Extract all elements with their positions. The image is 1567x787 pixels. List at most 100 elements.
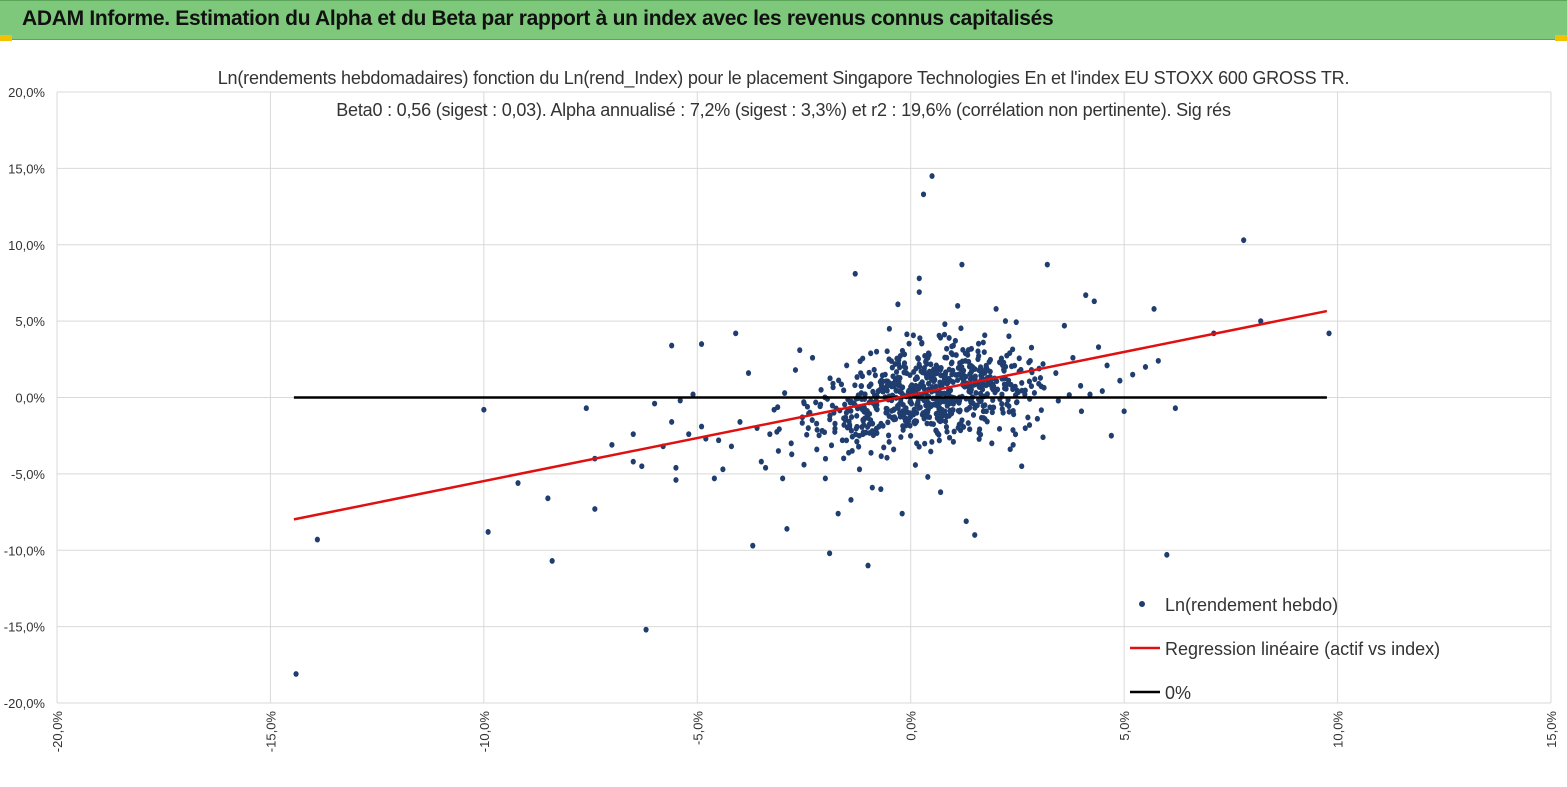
data-point	[956, 408, 963, 415]
data-point	[677, 397, 683, 404]
data-point	[827, 416, 833, 423]
chart-subtitle: Beta0 : 0,56 (sigest : 0,03). Alpha annu…	[336, 100, 1231, 120]
data-point	[968, 398, 974, 404]
data-point	[1010, 427, 1016, 433]
data-point	[955, 424, 961, 431]
data-point	[944, 345, 950, 352]
y-tick-label: 15,0%	[8, 161, 45, 176]
data-point	[930, 421, 937, 428]
data-point	[1095, 344, 1102, 350]
data-point	[878, 420, 884, 427]
data-point	[869, 484, 875, 491]
data-point	[1117, 377, 1123, 384]
data-point	[875, 388, 881, 394]
data-point	[903, 422, 909, 429]
data-point	[745, 370, 752, 376]
data-point	[878, 486, 884, 493]
data-point	[895, 301, 901, 308]
data-point	[1053, 370, 1059, 376]
data-point	[630, 431, 636, 438]
data-point	[799, 419, 805, 426]
data-point	[711, 475, 717, 482]
data-point	[1019, 380, 1025, 386]
y-tick-label: 0,0%	[15, 391, 45, 406]
data-point	[805, 425, 811, 431]
data-point	[1022, 391, 1028, 398]
data-point	[737, 419, 743, 425]
data-point	[842, 417, 848, 423]
data-point	[828, 442, 835, 449]
data-point	[916, 361, 922, 368]
data-point	[959, 261, 965, 268]
data-point	[639, 463, 645, 470]
data-point	[893, 387, 899, 394]
data-point	[1026, 422, 1033, 428]
data-point	[901, 351, 908, 358]
data-point	[928, 361, 934, 368]
data-point	[973, 390, 979, 396]
y-tick-label: 20,0%	[8, 85, 45, 100]
data-point	[1258, 318, 1264, 325]
data-point	[951, 428, 957, 435]
data-point	[817, 401, 824, 408]
data-point	[880, 378, 886, 385]
data-point	[884, 454, 890, 461]
data-point	[1012, 383, 1018, 390]
data-point	[976, 353, 982, 359]
data-point	[1007, 446, 1013, 453]
data-point	[967, 371, 973, 378]
data-point	[1009, 363, 1015, 370]
data-point	[860, 416, 866, 423]
data-point	[946, 335, 952, 341]
data-point	[865, 562, 871, 569]
data-point	[886, 439, 892, 445]
data-point	[980, 339, 986, 346]
data-point	[868, 449, 874, 456]
data-point	[967, 426, 973, 433]
data-point	[894, 355, 900, 362]
data-point	[841, 455, 847, 462]
data-point	[643, 626, 649, 633]
data-point	[884, 382, 891, 389]
data-point	[854, 438, 860, 445]
data-point	[822, 475, 828, 482]
data-point	[976, 436, 982, 442]
data-point	[809, 354, 816, 361]
data-point	[1026, 378, 1033, 385]
report-title: ADAM Informe. Estimation du Alpha et du …	[22, 7, 1054, 30]
data-point	[835, 510, 841, 517]
data-point	[1078, 382, 1084, 389]
x-tick-label: 5,0%	[1117, 711, 1132, 741]
data-point	[936, 437, 942, 444]
data-point	[901, 363, 907, 370]
data-point	[814, 446, 820, 453]
data-point	[941, 377, 947, 384]
data-point	[930, 376, 936, 383]
data-point	[669, 419, 675, 425]
data-point	[1013, 319, 1019, 326]
data-point	[515, 480, 521, 486]
data-point	[690, 391, 696, 398]
data-point	[843, 437, 850, 444]
data-point	[818, 386, 824, 393]
data-point	[912, 462, 919, 468]
data-point	[1034, 415, 1040, 422]
data-point	[1044, 261, 1050, 268]
data-point	[937, 334, 944, 341]
data-point	[910, 332, 916, 339]
data-point	[1070, 354, 1076, 361]
data-point	[966, 358, 972, 365]
data-point	[972, 404, 978, 411]
data-point	[873, 425, 879, 432]
data-point	[950, 438, 957, 445]
data-point	[891, 446, 897, 453]
data-point	[832, 429, 838, 435]
data-point	[975, 340, 982, 347]
scatter-chart: 20,0% 15,0% 10,0% 5,0% 0,0% -5,0% -10,0% -15,0%…	[0, 40, 1567, 787]
data-point	[903, 405, 909, 412]
data-point	[788, 440, 794, 447]
data-point	[1142, 364, 1149, 370]
data-point	[1155, 357, 1161, 364]
data-point	[1028, 383, 1035, 390]
data-point	[857, 358, 863, 365]
